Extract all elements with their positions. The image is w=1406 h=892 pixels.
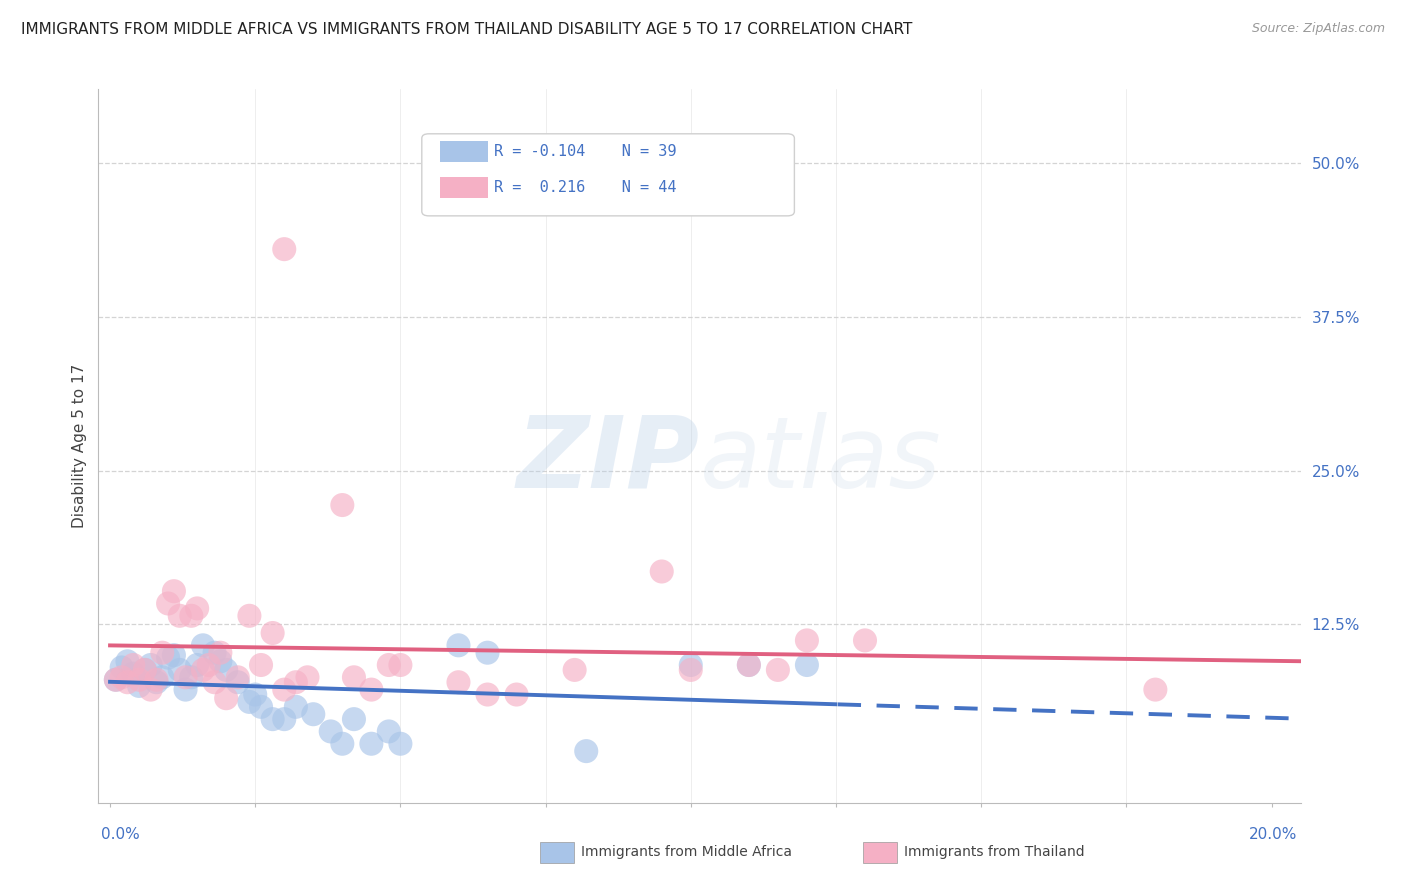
Point bbox=[651, 565, 673, 579]
Point bbox=[447, 638, 470, 652]
Point bbox=[238, 608, 260, 623]
Point bbox=[150, 646, 173, 660]
Point bbox=[330, 498, 353, 512]
Point bbox=[150, 670, 173, 684]
Point bbox=[122, 658, 145, 673]
Point bbox=[238, 695, 260, 709]
Point bbox=[1144, 682, 1167, 697]
Point bbox=[505, 688, 527, 702]
Text: 0.0%: 0.0% bbox=[101, 827, 141, 841]
Point bbox=[145, 673, 167, 687]
Text: atlas: atlas bbox=[700, 412, 941, 508]
Text: IMMIGRANTS FROM MIDDLE AFRICA VS IMMIGRANTS FROM THAILAND DISABILITY AGE 5 TO 17: IMMIGRANTS FROM MIDDLE AFRICA VS IMMIGRA… bbox=[21, 22, 912, 37]
Point bbox=[174, 670, 197, 684]
Point bbox=[226, 670, 249, 684]
Point bbox=[284, 699, 307, 714]
Point bbox=[169, 608, 191, 623]
Point bbox=[117, 654, 139, 668]
Point bbox=[738, 658, 761, 673]
Point bbox=[111, 660, 134, 674]
Point bbox=[139, 682, 162, 697]
Point bbox=[145, 675, 167, 690]
Point bbox=[389, 737, 412, 751]
Point bbox=[330, 737, 353, 751]
Point bbox=[284, 675, 307, 690]
Point bbox=[679, 663, 702, 677]
Point bbox=[204, 675, 226, 690]
Point bbox=[215, 691, 238, 706]
Text: Source: ZipAtlas.com: Source: ZipAtlas.com bbox=[1251, 22, 1385, 36]
Point bbox=[273, 712, 295, 726]
Point bbox=[796, 633, 818, 648]
Point bbox=[360, 682, 382, 697]
Point bbox=[796, 658, 818, 673]
Point bbox=[139, 658, 162, 673]
Text: ZIP: ZIP bbox=[516, 412, 700, 508]
Point bbox=[447, 675, 470, 690]
Point bbox=[226, 675, 249, 690]
Point bbox=[679, 658, 702, 673]
Point bbox=[209, 654, 232, 668]
Point bbox=[134, 663, 156, 677]
Point bbox=[343, 712, 366, 726]
Point bbox=[245, 688, 267, 702]
Point bbox=[343, 670, 366, 684]
Point bbox=[262, 712, 284, 726]
Point bbox=[250, 658, 273, 673]
Point bbox=[186, 658, 208, 673]
Point bbox=[378, 724, 401, 739]
Point bbox=[128, 679, 150, 693]
Point bbox=[163, 584, 186, 599]
Point bbox=[766, 663, 789, 677]
Point bbox=[128, 673, 150, 687]
Point bbox=[134, 663, 156, 677]
Point bbox=[378, 658, 401, 673]
Point bbox=[389, 658, 412, 673]
Point bbox=[297, 670, 319, 684]
Text: Immigrants from Middle Africa: Immigrants from Middle Africa bbox=[581, 845, 792, 859]
Point bbox=[122, 666, 145, 681]
Point bbox=[157, 650, 180, 665]
Point bbox=[104, 673, 127, 687]
Point bbox=[169, 663, 191, 677]
Point bbox=[853, 633, 876, 648]
Point bbox=[575, 744, 598, 758]
Point bbox=[477, 646, 499, 660]
Point bbox=[738, 658, 761, 673]
Point bbox=[302, 707, 325, 722]
Y-axis label: Disability Age 5 to 17: Disability Age 5 to 17 bbox=[72, 364, 87, 528]
Point bbox=[360, 737, 382, 751]
Point bbox=[163, 648, 186, 662]
Point bbox=[204, 646, 226, 660]
Point bbox=[157, 597, 180, 611]
Point bbox=[174, 682, 197, 697]
Point bbox=[477, 688, 499, 702]
Point bbox=[117, 675, 139, 690]
Point bbox=[104, 673, 127, 687]
Point bbox=[273, 682, 295, 697]
Point bbox=[191, 638, 214, 652]
Point bbox=[186, 601, 208, 615]
Point bbox=[209, 646, 232, 660]
Point bbox=[250, 699, 273, 714]
Point bbox=[564, 663, 586, 677]
Point bbox=[180, 608, 202, 623]
Point bbox=[319, 724, 342, 739]
Point bbox=[273, 242, 295, 256]
Text: R = -0.104    N = 39: R = -0.104 N = 39 bbox=[494, 145, 676, 159]
Point bbox=[111, 670, 134, 684]
Point bbox=[180, 670, 202, 684]
Point bbox=[197, 658, 219, 673]
Text: Immigrants from Thailand: Immigrants from Thailand bbox=[904, 845, 1084, 859]
Point bbox=[215, 663, 238, 677]
Point bbox=[191, 663, 214, 677]
Text: 20.0%: 20.0% bbox=[1250, 827, 1298, 841]
Text: R =  0.216    N = 44: R = 0.216 N = 44 bbox=[494, 180, 676, 194]
Point bbox=[262, 626, 284, 640]
